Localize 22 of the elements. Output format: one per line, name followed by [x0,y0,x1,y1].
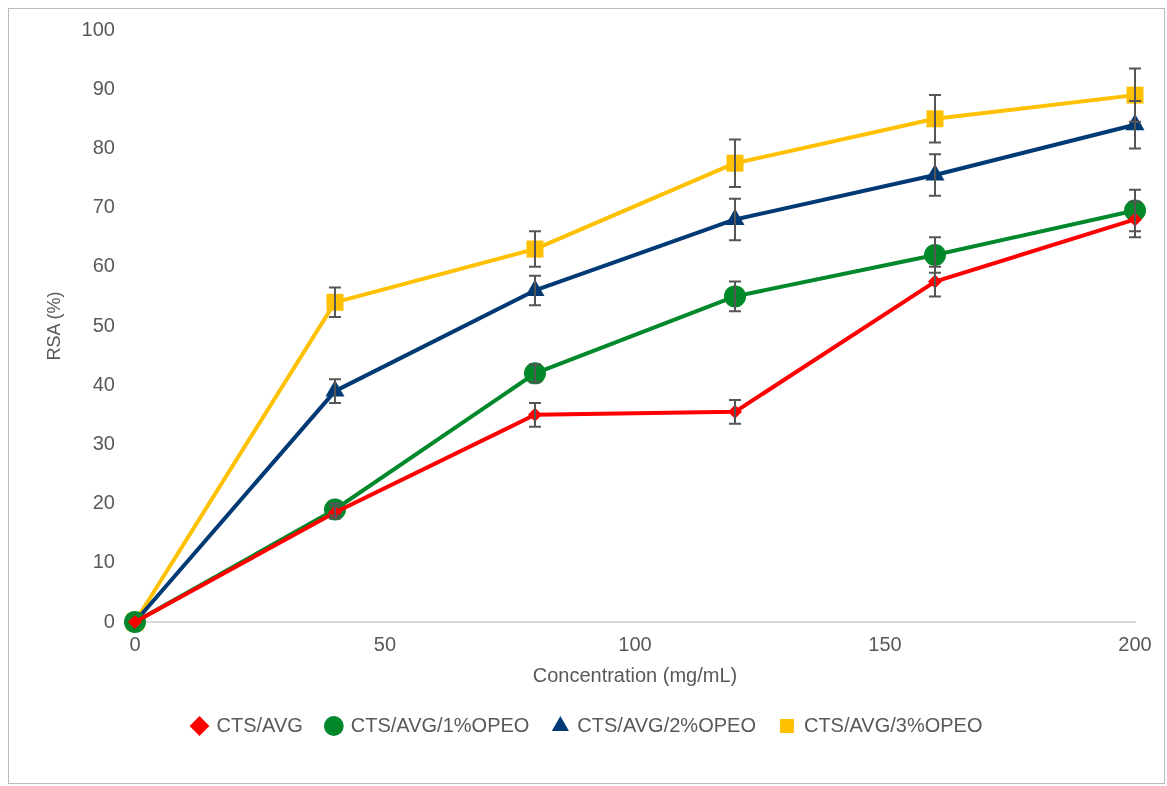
x-tick-label: 150 [868,632,902,655]
y-tick-label: 60 [92,254,115,277]
y-tick-label: 0 [103,609,115,632]
y-tick-label: 50 [92,313,115,336]
y-tick-label: 10 [92,550,115,573]
x-tick-label: 100 [618,632,652,655]
x-tick-label: 0 [129,632,141,655]
y-tick-label: 20 [92,491,115,514]
y-tick-label: 30 [92,431,115,454]
y-tick-label: 40 [92,372,115,395]
legend-label: CTS/AVG/2%OPEO [577,713,756,736]
y-tick-label: 80 [92,135,115,158]
legend-label: CTS/AVG [216,713,303,736]
legend-label: CTS/AVG/3%OPEO [803,713,983,736]
y-tick-label: 70 [92,195,115,218]
y-tick-label: 90 [92,76,115,99]
y-tick-label: 100 [81,17,115,40]
x-tick-label: 50 [373,632,397,655]
x-tick-label: 200 [1118,632,1152,655]
x-axis-title: Concentration (mg/mL) [532,663,738,686]
legend-label: CTS/AVG/1%OPEO [350,713,530,736]
y-axis-title: RSA (%) [43,291,64,361]
